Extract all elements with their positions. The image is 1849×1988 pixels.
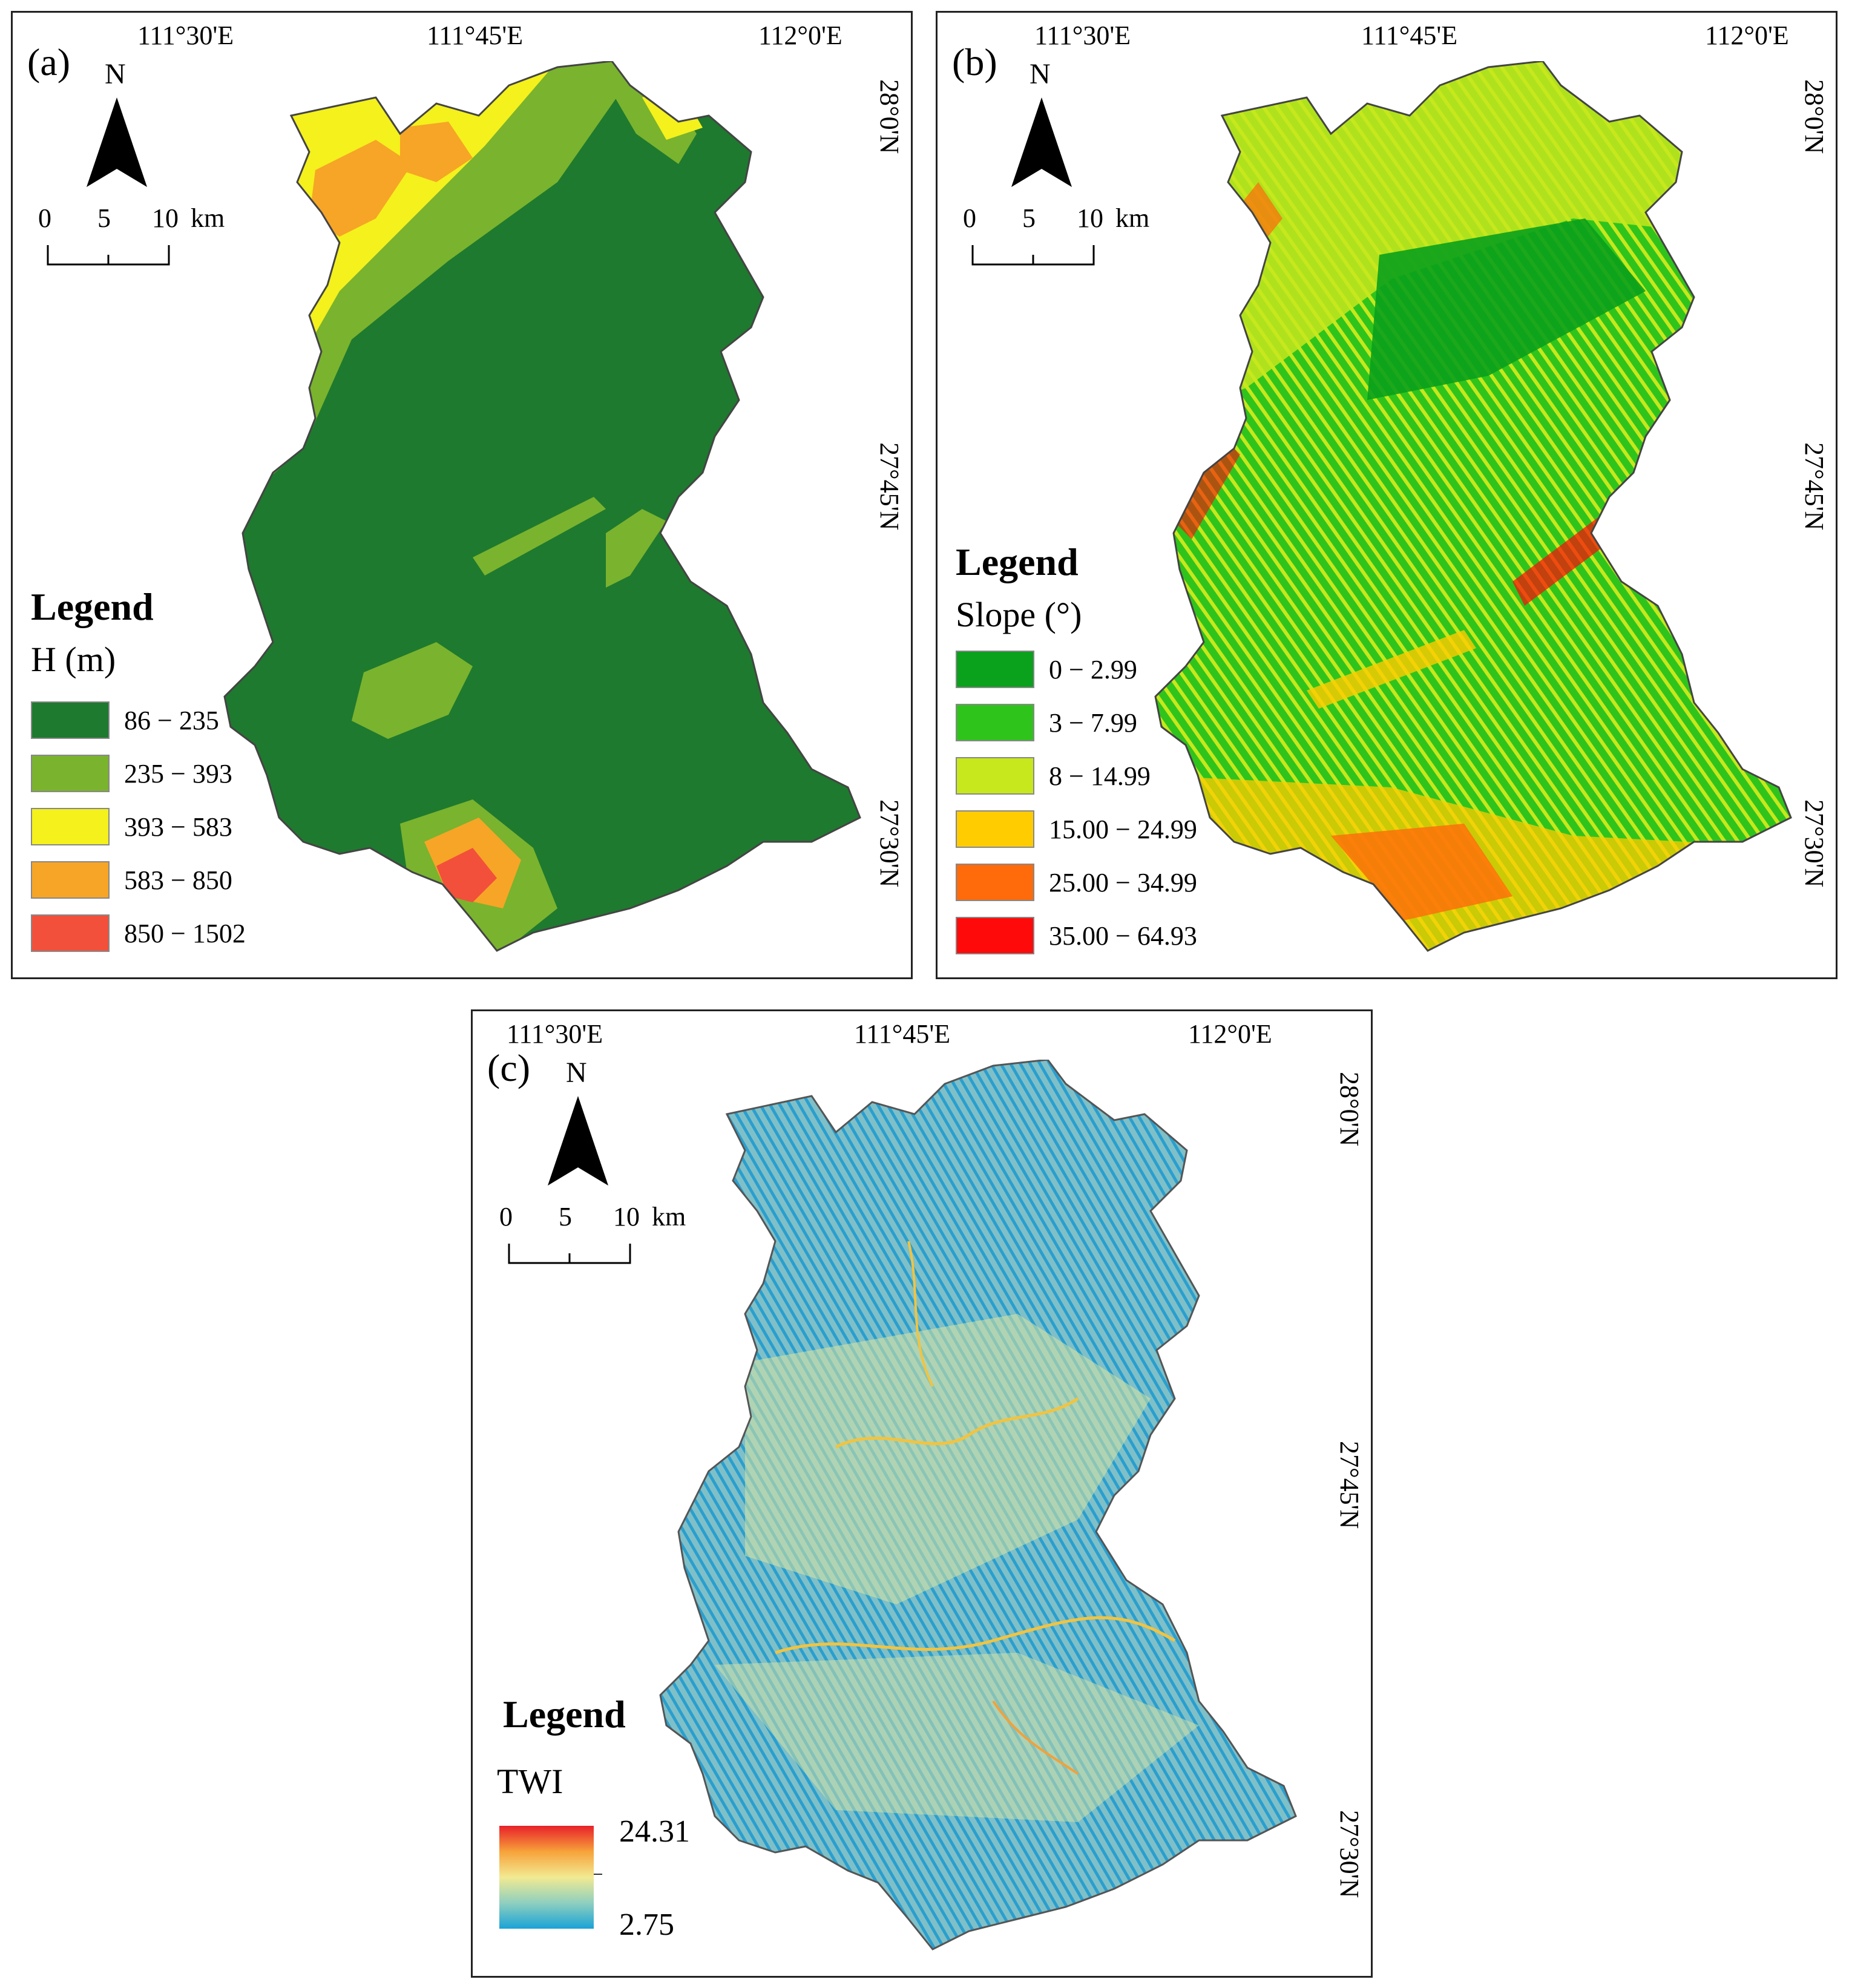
lat-tick-label: 27°45'N (1335, 1441, 1364, 1529)
lon-tick-label: 111°30'E (507, 1019, 603, 1049)
scale-label: 10 (1077, 203, 1103, 233)
north-label: N (1030, 58, 1051, 90)
legend-swatch (956, 917, 1034, 954)
lon-tick-label: 111°30'E (137, 21, 234, 50)
legend-label: 393 − 583 (124, 812, 232, 842)
legend-label: 35.00 − 64.93 (1049, 920, 1197, 951)
legend-item: 583 − 850 (31, 861, 232, 899)
scale-label: 10 (613, 1202, 640, 1232)
legend-label: 850 − 1502 (124, 918, 246, 948)
scale-label: km (191, 203, 225, 233)
lat-tick-label: 27°45'N (875, 442, 904, 531)
elevation-map (223, 61, 861, 952)
panel-label: (b) (952, 41, 997, 84)
legend-swatch (956, 757, 1034, 795)
legend-swatch (956, 704, 1034, 741)
panel-slope: (b) 111°30'E 111°45'E 112°0'E 28°0'N 27°… (936, 11, 1838, 979)
legend-label: 8 − 14.99 (1049, 761, 1151, 791)
lat-tick-label: 28°0'N (1799, 79, 1829, 154)
legend-label: 235 − 393 (124, 758, 232, 789)
lat-tick-label: 27°30'N (875, 799, 904, 888)
lon-tick-label: 111°30'E (1034, 21, 1131, 50)
legend-swatch (956, 651, 1034, 688)
lat-tick-label: 28°0'N (875, 79, 904, 154)
lat-tick-label: 28°0'N (1335, 1072, 1364, 1147)
slope-map (1154, 61, 1792, 952)
north-arrow-icon (1011, 97, 1072, 187)
lon-tick-label: 112°0'E (1188, 1019, 1272, 1049)
lon-tick-label: 111°45'E (854, 1019, 951, 1049)
legend-label: 15.00 − 24.99 (1049, 814, 1197, 844)
legend-label: 25.00 − 34.99 (1049, 867, 1197, 897)
scale-label: km (652, 1202, 686, 1232)
lon-tick-label: 111°45'E (427, 21, 524, 50)
lon-tick-label: 111°45'E (1361, 21, 1458, 50)
lat-tick-label: 27°30'N (1335, 1810, 1364, 1898)
lon-tick-label: 112°0'E (1705, 21, 1789, 50)
scale-label: km (1115, 203, 1150, 233)
panel-label: (c) (487, 1046, 531, 1089)
scale-label: 0 (963, 203, 976, 233)
legend-item: 86 − 235 (31, 701, 219, 739)
legend-title: Legend (956, 540, 1079, 583)
legend-subtitle: Slope (°) (956, 595, 1082, 634)
legend-item: 35.00 − 64.93 (956, 917, 1197, 954)
legend-swatch (956, 864, 1034, 901)
legend-item: 3 − 7.99 (956, 704, 1137, 741)
legend-subtitle: H (m) (31, 640, 116, 679)
panel-label: (a) (27, 41, 71, 84)
legend-item: 0 − 2.99 (956, 651, 1137, 688)
scale-label: 5 (1022, 203, 1036, 233)
panel-twi: (c) 111°30'E 111°45'E 112°0'E 28°0'N 27°… (471, 1009, 1373, 1978)
lat-tick-label: 27°45'N (1799, 442, 1829, 531)
legend-item: 393 − 583 (31, 808, 232, 845)
scale-label: 5 (97, 203, 111, 233)
legend-label: 3 − 7.99 (1049, 707, 1137, 738)
legend-item: 8 − 14.99 (956, 757, 1151, 795)
ramp-min-label: 2.75 (619, 1908, 674, 1942)
legend-swatch (31, 808, 110, 845)
legend-swatch (31, 861, 110, 899)
legend-swatch (31, 701, 110, 739)
lon-tick-label: 112°0'E (758, 21, 842, 50)
legend-label: 0 − 2.99 (1049, 654, 1137, 684)
scale-label: 10 (152, 203, 179, 233)
legend-swatch (31, 914, 110, 952)
scale-label: 5 (559, 1202, 572, 1232)
north-label: N (566, 1057, 587, 1089)
legend-label: 86 − 235 (124, 705, 219, 735)
scale-bar (508, 1244, 631, 1264)
ramp-max-label: 24.31 (619, 1814, 690, 1849)
legend-swatch (31, 755, 110, 792)
legend-title: Legend (503, 1693, 626, 1736)
scale-bar (971, 245, 1095, 266)
north-label: N (105, 58, 126, 90)
scale-label: 0 (38, 203, 51, 233)
legend-label: 583 − 850 (124, 865, 232, 895)
lat-tick-label: 27°30'N (1799, 799, 1829, 888)
panel-elevation: (a) 111°30'E 111°45'E 112°0'E 28°0'N 27°… (11, 11, 913, 979)
ramp-tick (594, 1874, 602, 1875)
scale-label: 0 (499, 1202, 513, 1232)
legend-item: 25.00 − 34.99 (956, 864, 1197, 901)
twi-map (659, 1060, 1297, 1950)
legend-swatch (956, 810, 1034, 848)
scale-bar (47, 245, 170, 266)
legend-title: Legend (31, 585, 154, 628)
twi-color-ramp (499, 1826, 594, 1929)
legend-item: 850 − 1502 (31, 914, 246, 952)
legend-subtitle: TWI (497, 1762, 563, 1801)
north-arrow-icon (548, 1096, 608, 1186)
north-arrow-icon (87, 97, 147, 187)
legend-item: 235 − 393 (31, 755, 232, 792)
legend-item: 15.00 − 24.99 (956, 810, 1197, 848)
